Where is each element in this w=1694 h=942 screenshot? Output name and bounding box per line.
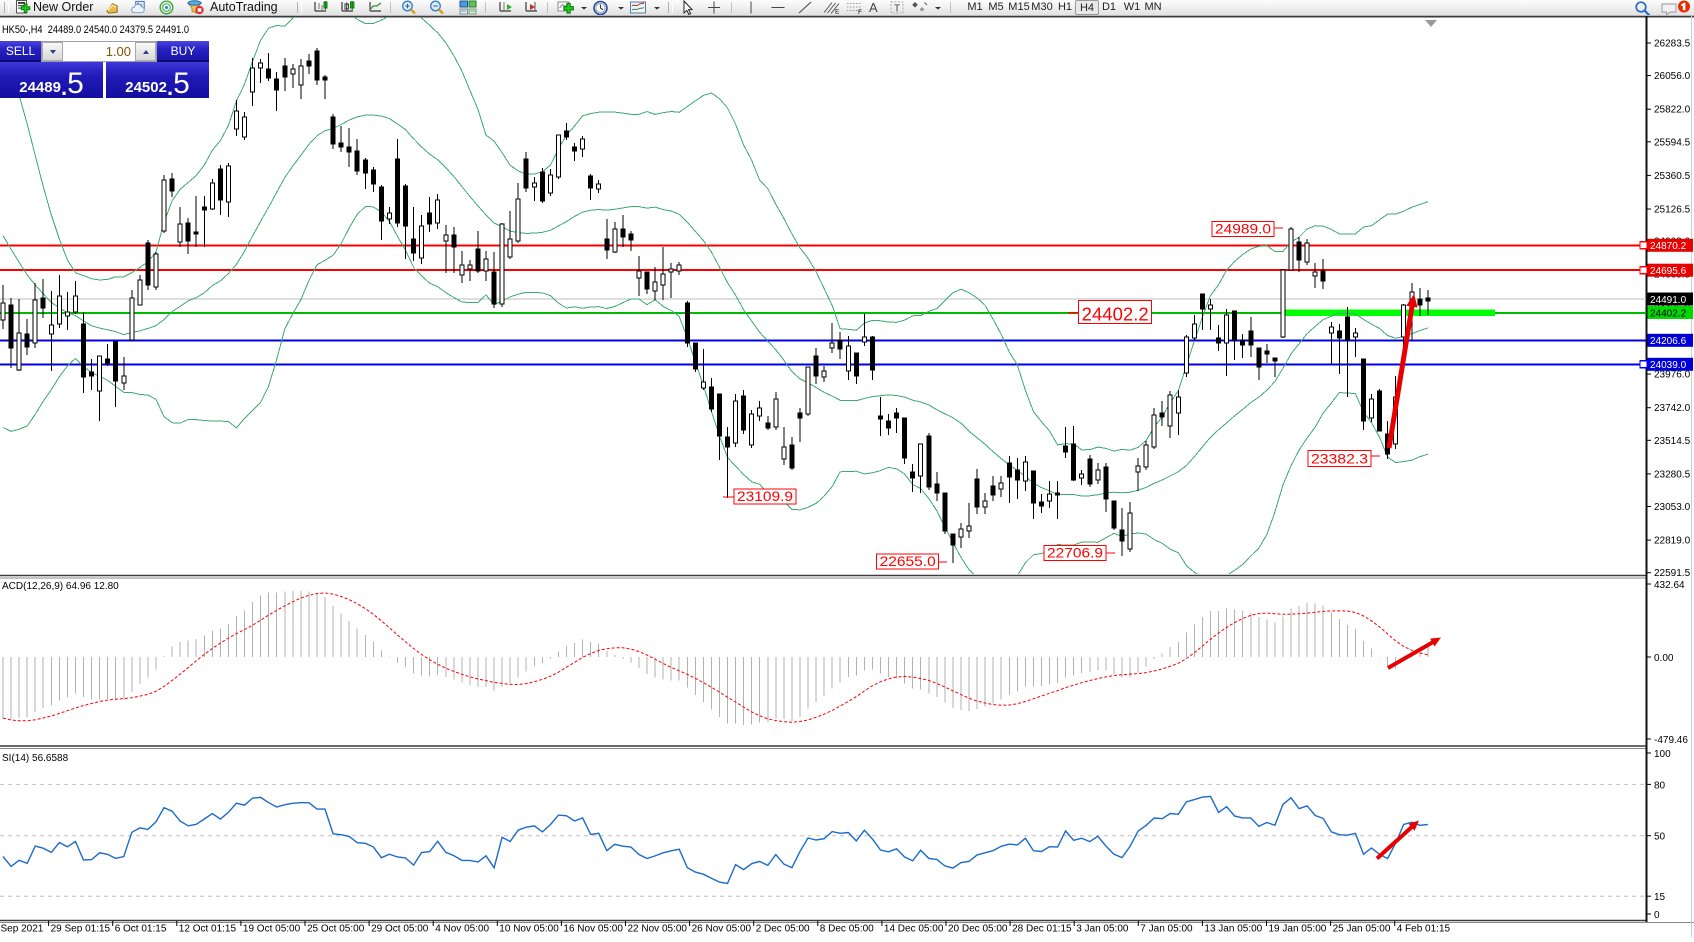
svg-text:26283.5: 26283.5 <box>1654 39 1691 50</box>
svg-text:ACD(12,26,9) 64.96 12.80: ACD(12,26,9) 64.96 12.80 <box>2 581 119 592</box>
svg-text:25126.5: 25126.5 <box>1654 205 1691 216</box>
svg-text:25 Oct 05:00: 25 Oct 05:00 <box>307 924 365 935</box>
svg-text:22591.5: 22591.5 <box>1654 568 1691 579</box>
svg-text:25360.5: 25360.5 <box>1654 171 1691 182</box>
svg-text:13 Jan 05:00: 13 Jan 05:00 <box>1204 924 1262 935</box>
svg-text:24039.0: 24039.0 <box>1650 360 1687 371</box>
svg-text:-479.46: -479.46 <box>1654 735 1688 746</box>
svg-text:28 Dec 01:15: 28 Dec 01:15 <box>1012 924 1072 935</box>
svg-text:0: 0 <box>1654 910 1660 921</box>
svg-text:19 Oct 05:00: 19 Oct 05:00 <box>243 924 301 935</box>
svg-text:22706.9: 22706.9 <box>1047 545 1103 561</box>
svg-text:10 Nov 05:00: 10 Nov 05:00 <box>499 924 559 935</box>
svg-text:19 Jan 05:00: 19 Jan 05:00 <box>1269 924 1327 935</box>
svg-text:14 Dec 05:00: 14 Dec 05:00 <box>884 924 944 935</box>
svg-text:4 Feb 01:15: 4 Feb 01:15 <box>1397 924 1451 935</box>
svg-text:24402.2: 24402.2 <box>1082 305 1149 325</box>
svg-text:4 Nov 05:00: 4 Nov 05:00 <box>435 924 489 935</box>
svg-text:8 Dec 05:00: 8 Dec 05:00 <box>820 924 874 935</box>
svg-text:23742.0: 23742.0 <box>1654 403 1691 414</box>
svg-text:23280.5: 23280.5 <box>1654 469 1691 480</box>
svg-text:80: 80 <box>1654 780 1666 791</box>
svg-text:26056.0: 26056.0 <box>1654 71 1691 82</box>
svg-text:7 Jan 05:00: 7 Jan 05:00 <box>1140 924 1193 935</box>
svg-text:25594.5: 25594.5 <box>1654 137 1691 148</box>
svg-text:100: 100 <box>1654 749 1671 760</box>
svg-text:24989.0: 24989.0 <box>1215 221 1271 237</box>
svg-text:E: E <box>835 9 840 16</box>
svg-text:F: F <box>858 9 862 15</box>
svg-text:23976.0: 23976.0 <box>1654 370 1691 381</box>
svg-text:23382.3: 23382.3 <box>1311 451 1368 467</box>
svg-text:22 Nov 05:00: 22 Nov 05:00 <box>628 924 688 935</box>
svg-text:22819.0: 22819.0 <box>1654 536 1691 547</box>
svg-text:HK50-,H4 24489.0 24540.0 2437: HK50-,H4 24489.0 24540.0 24379.5 24491.0 <box>2 24 189 36</box>
svg-text:Sep 2021: Sep 2021 <box>1 924 44 935</box>
svg-text:0.00: 0.00 <box>1654 653 1674 664</box>
svg-text:25822.0: 25822.0 <box>1654 105 1691 116</box>
svg-text:T: T <box>894 4 900 15</box>
svg-text:15: 15 <box>1654 892 1666 903</box>
svg-text:12 Oct 01:15: 12 Oct 01:15 <box>179 924 237 935</box>
svg-text:23514.5: 23514.5 <box>1654 436 1691 447</box>
svg-text:SI(14) 56.6588: SI(14) 56.6588 <box>2 753 69 764</box>
svg-text:24206.6: 24206.6 <box>1650 336 1687 347</box>
svg-text:26 Nov 05:00: 26 Nov 05:00 <box>692 924 752 935</box>
svg-text:25 Jan 05:00: 25 Jan 05:00 <box>1333 924 1391 935</box>
svg-text:24870.2: 24870.2 <box>1650 241 1687 252</box>
svg-text:16 Nov 05:00: 16 Nov 05:00 <box>563 924 623 935</box>
svg-text:432.64: 432.64 <box>1654 580 1685 591</box>
svg-text:23109.9: 23109.9 <box>737 488 793 504</box>
svg-text:50: 50 <box>1654 832 1666 843</box>
svg-text:24402.2: 24402.2 <box>1650 308 1687 319</box>
svg-text:24695.6: 24695.6 <box>1650 266 1687 277</box>
svg-text:20 Dec 05:00: 20 Dec 05:00 <box>948 924 1008 935</box>
svg-text:6 Oct 01:15: 6 Oct 01:15 <box>115 924 167 935</box>
svg-text:29 Sep 01:15: 29 Sep 01:15 <box>51 924 111 935</box>
svg-text:23053.0: 23053.0 <box>1654 502 1691 513</box>
svg-text:3 Jan 05:00: 3 Jan 05:00 <box>1076 924 1129 935</box>
svg-text:2 Dec 05:00: 2 Dec 05:00 <box>756 924 810 935</box>
svg-text:22655.0: 22655.0 <box>880 553 936 569</box>
svg-text:29 Oct 05:00: 29 Oct 05:00 <box>371 924 429 935</box>
svg-text:24491.0: 24491.0 <box>1650 295 1687 306</box>
